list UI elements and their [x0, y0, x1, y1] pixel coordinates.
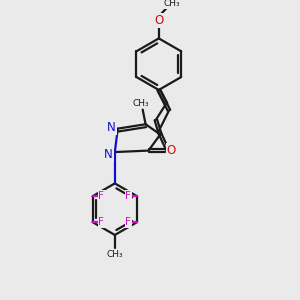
Text: F: F — [125, 217, 131, 227]
Text: CH₃: CH₃ — [164, 0, 180, 8]
Text: N: N — [104, 148, 113, 161]
Text: F: F — [98, 191, 104, 201]
Text: CH₃: CH₃ — [133, 99, 149, 108]
Text: O: O — [154, 14, 164, 27]
Text: N: N — [107, 121, 116, 134]
Text: F: F — [125, 191, 131, 201]
Text: CH₃: CH₃ — [106, 250, 123, 260]
Text: F: F — [98, 217, 104, 227]
Text: O: O — [167, 144, 176, 157]
